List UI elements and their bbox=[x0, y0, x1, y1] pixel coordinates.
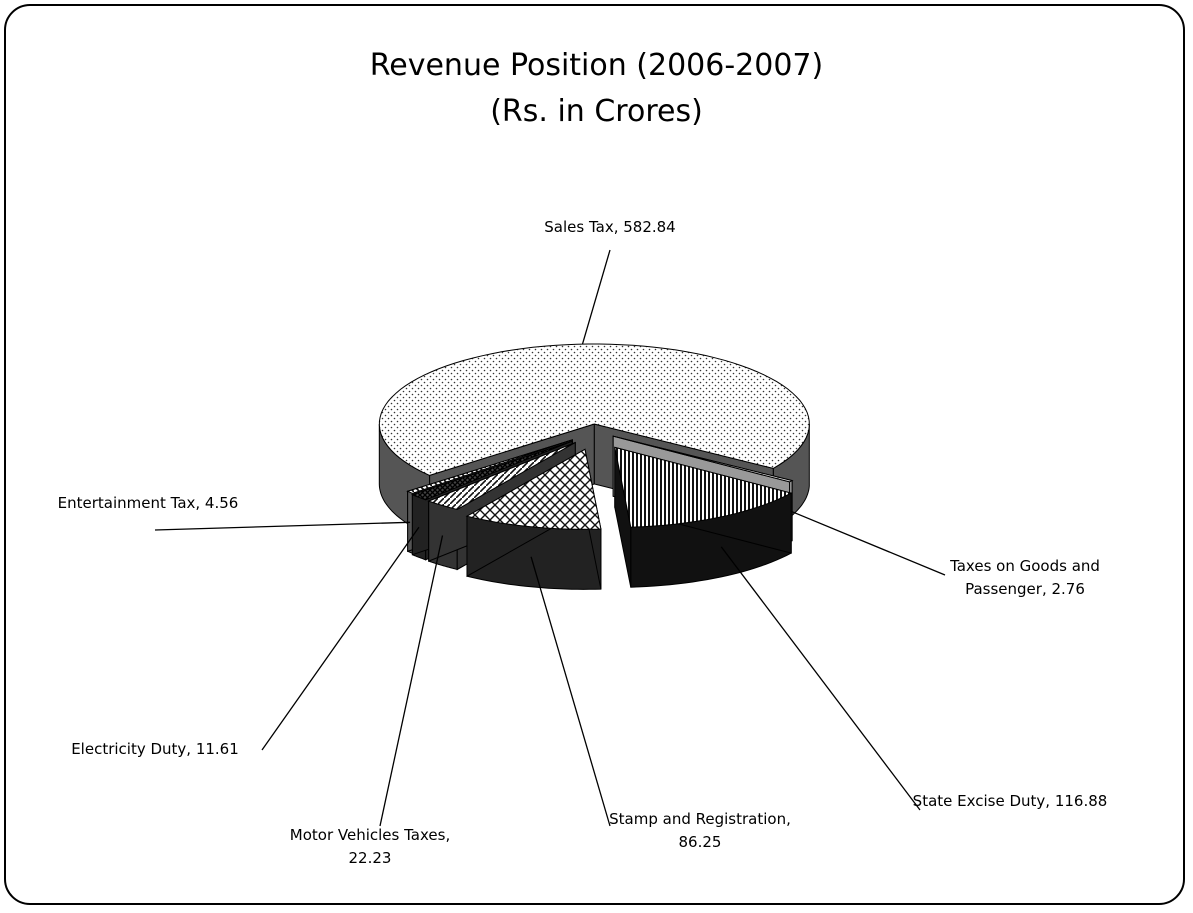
leader-line bbox=[530, 556, 611, 827]
slice-top bbox=[406, 439, 573, 494]
slice-top bbox=[613, 435, 794, 483]
data-label: Stamp and Registration, 86.25 bbox=[609, 810, 791, 852]
chart-subtitle: (Rs. in Crores) bbox=[490, 94, 703, 129]
slice-top bbox=[378, 343, 810, 476]
slice-top bbox=[465, 448, 602, 530]
data-label: Entertainment Tax, 4.56 bbox=[57, 494, 239, 512]
leader-line bbox=[790, 510, 946, 576]
frame bbox=[4, 4, 1185, 905]
leader-line bbox=[581, 249, 611, 345]
data-label: State Excise Duty, 116.88 bbox=[912, 792, 1108, 810]
data-label: Sales Tax, 582.84 bbox=[544, 218, 676, 236]
leader-line bbox=[720, 546, 921, 811]
leader-line bbox=[154, 521, 411, 531]
leader-line bbox=[379, 535, 444, 827]
slice bbox=[465, 448, 602, 590]
data-label: Motor Vehicles Taxes, 22.23 bbox=[289, 826, 451, 868]
slice-top bbox=[614, 446, 793, 528]
chart-title: Revenue Position (2006-2007) bbox=[369, 48, 824, 83]
data-label: Taxes on Goods and Passenger, 2.76 bbox=[950, 557, 1100, 599]
slice-top bbox=[410, 440, 573, 501]
slice bbox=[614, 446, 793, 588]
leader-line bbox=[261, 526, 420, 751]
slice-top bbox=[427, 442, 576, 511]
data-label: Electricity Duty, 11.61 bbox=[71, 740, 239, 758]
